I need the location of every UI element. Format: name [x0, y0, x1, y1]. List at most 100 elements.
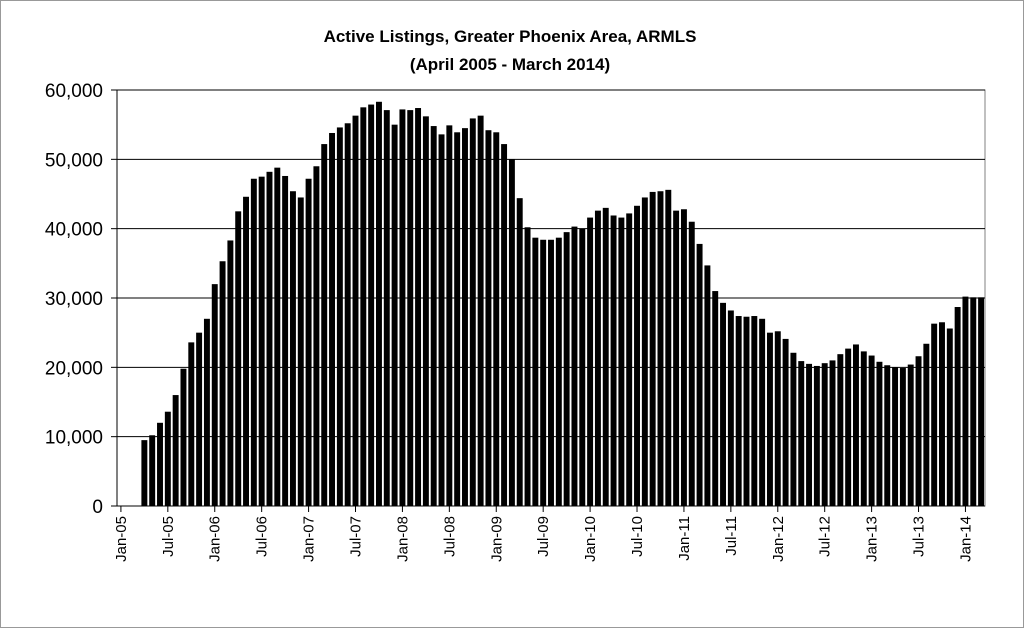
bar — [563, 232, 570, 506]
bar — [266, 171, 273, 506]
bar — [821, 363, 828, 506]
x-tick-label: Jan-07 — [301, 516, 318, 562]
bar — [180, 368, 187, 506]
bar — [430, 126, 437, 506]
bar — [845, 348, 852, 506]
bar — [250, 178, 257, 506]
bar — [735, 316, 742, 506]
bar — [219, 261, 226, 506]
x-tick-label: Jul-06 — [254, 516, 271, 557]
bar — [446, 125, 453, 507]
x-tick-label: Jan-08 — [394, 516, 411, 562]
bar — [587, 217, 594, 506]
bar — [196, 332, 203, 506]
bar — [782, 338, 789, 506]
bar — [141, 440, 148, 506]
bar — [720, 302, 727, 506]
bar — [876, 361, 883, 506]
bar — [352, 115, 359, 507]
bar — [540, 239, 547, 506]
y-tick-label: 0 — [92, 497, 103, 518]
bar — [391, 124, 398, 507]
bar — [164, 411, 171, 506]
x-tick-label: Jul-11 — [723, 516, 740, 556]
bar — [837, 354, 844, 506]
bar — [806, 363, 813, 506]
x-tick-label: Jan-13 — [864, 516, 881, 562]
bar — [227, 240, 234, 506]
bar — [211, 284, 218, 506]
bar — [422, 116, 429, 506]
bar — [657, 191, 664, 506]
bar — [688, 221, 695, 506]
bar — [618, 217, 625, 506]
bar — [188, 342, 195, 506]
bar — [759, 318, 766, 506]
x-tick-label: Jul-13 — [911, 516, 928, 557]
bar — [203, 318, 210, 506]
bar — [243, 196, 249, 507]
bar — [399, 109, 406, 506]
bar — [555, 237, 562, 506]
bar — [813, 365, 820, 506]
bar — [282, 175, 289, 506]
bar — [954, 307, 961, 506]
y-tick-label: 30,000 — [45, 289, 103, 310]
bar — [571, 226, 578, 506]
bar — [344, 123, 351, 506]
bar — [673, 210, 680, 506]
bar — [853, 344, 859, 506]
x-tick-label: Jul-12 — [817, 516, 834, 557]
bar — [923, 343, 930, 506]
bar — [329, 132, 336, 506]
x-tick-label: Jan-09 — [488, 516, 505, 562]
bar — [978, 297, 985, 506]
bar — [939, 322, 945, 506]
y-tick-label: 60,000 — [45, 81, 103, 102]
bar — [649, 191, 656, 507]
bar — [469, 118, 476, 506]
bar — [915, 356, 922, 506]
bar — [368, 104, 375, 506]
bar — [516, 198, 523, 506]
bar — [610, 215, 617, 506]
chart-title: Active Listings, Greater Phoenix Area, A… — [324, 27, 697, 46]
x-tick-label: Jul-05 — [160, 516, 177, 557]
bar — [438, 134, 445, 506]
bar — [970, 297, 977, 506]
bar — [626, 213, 633, 506]
bar — [641, 197, 648, 506]
bar — [172, 395, 179, 506]
bar — [579, 228, 586, 506]
bar — [774, 331, 781, 506]
bar — [157, 422, 163, 506]
bar — [313, 166, 320, 506]
bar — [892, 367, 899, 506]
x-tick-label: Jul-10 — [629, 516, 646, 557]
bar — [868, 355, 875, 506]
bar — [602, 207, 609, 506]
bar — [375, 101, 382, 506]
x-tick-label: Jul-07 — [348, 516, 365, 557]
bar — [383, 110, 390, 507]
bar — [931, 323, 938, 506]
bar — [149, 435, 156, 506]
bar — [798, 361, 805, 506]
bar — [235, 211, 242, 507]
bar — [751, 316, 758, 506]
bar — [336, 127, 343, 506]
bar — [407, 110, 414, 507]
bar — [415, 108, 422, 506]
bar — [360, 107, 367, 506]
bar — [485, 130, 492, 507]
bar — [289, 191, 296, 506]
bar — [321, 144, 328, 506]
bar — [962, 296, 969, 506]
x-tick-label: Jul-09 — [535, 516, 552, 557]
y-tick-label: 50,000 — [45, 150, 103, 171]
bar — [907, 364, 914, 506]
bar — [508, 159, 515, 507]
bar — [829, 360, 836, 506]
x-tick-label: Jan-05 — [113, 516, 130, 562]
